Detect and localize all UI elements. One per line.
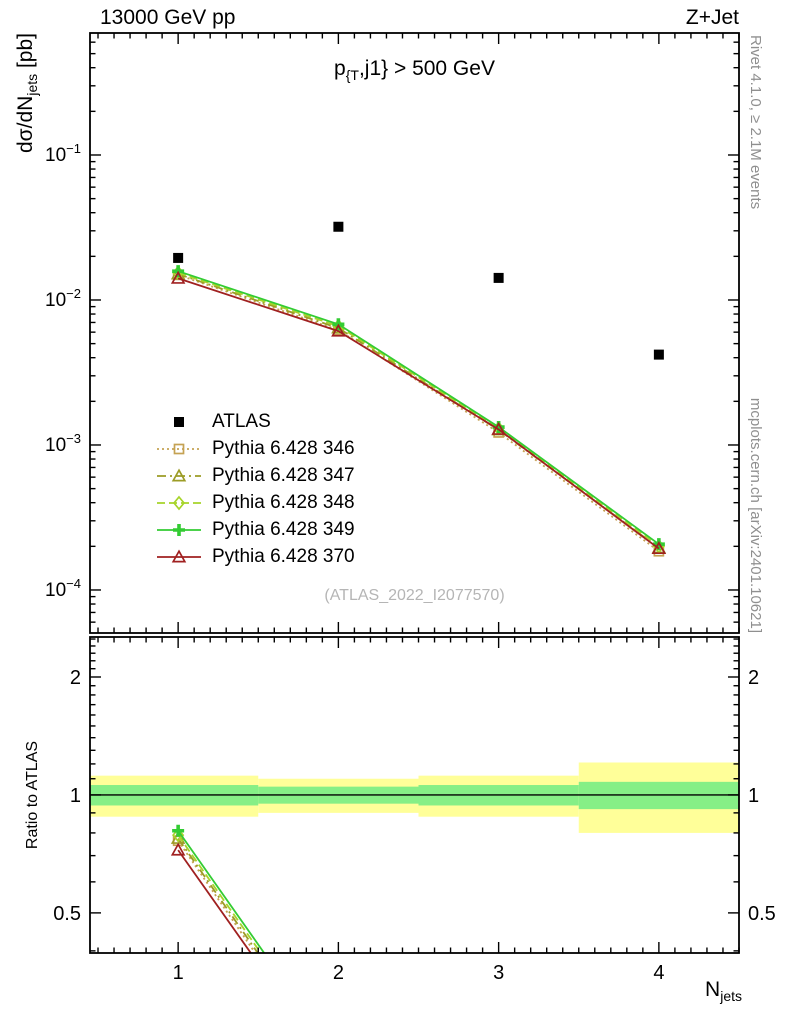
ratio-bands (90, 762, 739, 833)
svg-text:1: 1 (748, 785, 759, 807)
y-axis-title-main: dσ/dN (14, 95, 37, 153)
cut-label-rest: ,j1} > 500 GeV (358, 57, 495, 80)
svg-text:0.5: 0.5 (748, 903, 776, 925)
x-axis-title-base: N (705, 978, 721, 1001)
x-axis-title-sub: jets (720, 988, 742, 1005)
pythia-346-marker-icon (157, 443, 201, 454)
mcplots-arxiv-note: mcplots.cern.ch [arXiv:2401.10621] (747, 397, 764, 633)
legend-item-pythia-349: Pythia 6.428 349 (156, 516, 355, 543)
svg-text:10−1: 10−1 (45, 141, 81, 166)
axis-ticks (90, 33, 740, 953)
legend-label: Pythia 6.428 349 (212, 518, 355, 540)
legend-item-pythia-370: Pythia 6.428 370 (156, 543, 355, 570)
svg-text:1: 1 (70, 785, 81, 807)
rivet-version-note: Rivet 4.1.0, ≥ 2.1M events (747, 35, 764, 210)
tick-labels: 10−1 10−2 10−3 10−4 2 2 1 1 0.5 0.5 1 2 3 4 (45, 141, 776, 984)
cut-label-sub: {T (345, 67, 359, 84)
legend: ATLAS Pythia 6.428 346 Pythia 6.428 347 … (156, 408, 355, 570)
legend-item-atlas: ATLAS (156, 408, 355, 435)
pythia-370-marker-icon (157, 548, 201, 562)
svg-text:0.5: 0.5 (53, 903, 81, 925)
process-label: Z+Jet (685, 6, 739, 29)
svg-text:4: 4 (653, 962, 664, 984)
cut-label: p{T,j1} > 500 GeV (90, 57, 739, 83)
mc-series (170, 265, 667, 953)
atlas-points (173, 221, 664, 360)
legend-label: Pythia 6.428 346 (212, 437, 355, 459)
cut-label-base: p (334, 57, 346, 80)
legend-label: Pythia 6.428 347 (212, 464, 355, 486)
main-frame (89, 32, 740, 634)
svg-text:10−4: 10−4 (45, 576, 81, 601)
svg-text:3: 3 (493, 962, 504, 984)
pythia-349-marker-icon (157, 523, 201, 536)
legend-label: Pythia 6.428 348 (212, 491, 355, 513)
legend-label: ATLAS (212, 410, 271, 432)
pythia-348-marker-icon (157, 495, 201, 510)
svg-text:10−2: 10−2 (45, 286, 81, 311)
svg-text:10−3: 10−3 (45, 431, 81, 456)
y-axis-title-unit: [pb] (14, 33, 37, 74)
svg-text:1: 1 (173, 962, 184, 984)
atlas-marker-icon (174, 416, 184, 427)
x-axis-title: Njets (705, 978, 742, 1004)
analysis-watermark: (ATLAS_2022_I2077570) (324, 587, 505, 604)
legend-label: Pythia 6.428 370 (212, 545, 355, 567)
legend-item-pythia-348: Pythia 6.428 348 (156, 489, 355, 516)
ratio-axis-title: Ratio to ATLAS (24, 740, 41, 850)
legend-item-pythia-347: Pythia 6.428 347 (156, 462, 355, 489)
pythia-347-marker-icon (157, 467, 201, 481)
y-axis-title: dσ/dNjets [pb] (14, 33, 40, 153)
svg-text:2: 2 (70, 667, 81, 689)
y-axis-title-sub: jets (24, 73, 41, 96)
svg-text:2: 2 (333, 962, 344, 984)
svg-text:2: 2 (748, 667, 759, 689)
beam-energy-label: 13000 GeV pp (100, 6, 236, 29)
legend-item-pythia-346: Pythia 6.428 346 (156, 435, 355, 462)
